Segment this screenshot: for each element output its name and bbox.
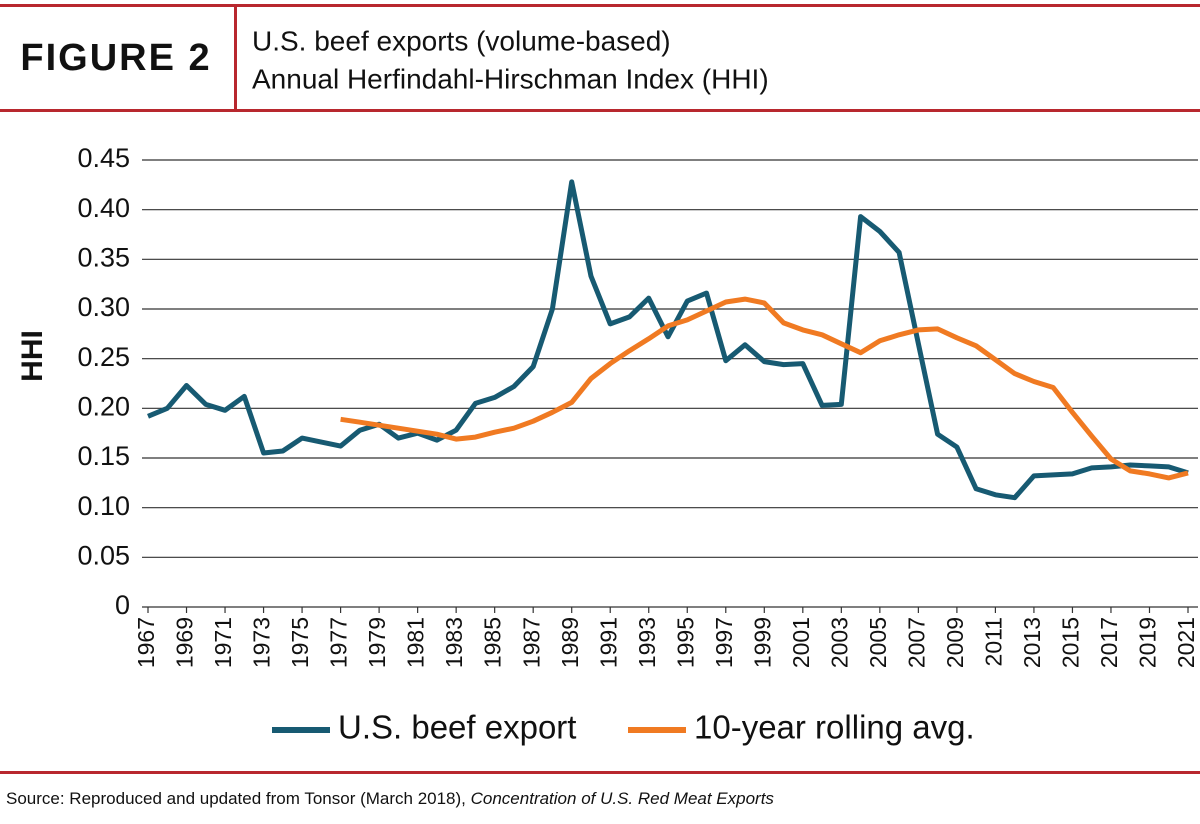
x-tick-label: 2003: [826, 617, 852, 668]
y-tick-label: 0.25: [77, 342, 130, 372]
x-tick-label: 1983: [441, 617, 467, 668]
y-tick-label: 0.20: [77, 391, 130, 421]
header-rule: [0, 109, 1200, 112]
y-tick-label: 0.15: [77, 441, 130, 471]
y-tick-label: 0.05: [77, 540, 130, 570]
x-tick-label: 1989: [557, 617, 583, 668]
x-tick-label: 1967: [133, 617, 159, 668]
x-tick-label: 1987: [518, 617, 544, 668]
x-tick-label: 1979: [364, 617, 390, 668]
x-tick-label: 2007: [903, 617, 929, 668]
x-tick-label: 2021: [1173, 617, 1199, 668]
source: Source: Reproduced and updated from Tons…: [6, 789, 774, 808]
data-line: [147, 179, 1189, 501]
x-tick-label: 1995: [672, 617, 698, 668]
y-tick-label: 0.40: [77, 193, 130, 223]
x-tick-label: 1997: [711, 617, 737, 668]
legend-label: U.S. beef export: [338, 709, 576, 746]
figure-label: FIGURE 2: [20, 37, 211, 79]
y-tick-label: 0: [115, 590, 130, 620]
legend-label: 10-year rolling avg.: [694, 709, 975, 746]
x-tick-label: 1993: [634, 617, 660, 668]
chart-title: U.S. beef exports (volume-based): [252, 25, 671, 56]
x-tick-label: 2009: [942, 617, 968, 668]
y-tick-label: 0.10: [77, 491, 130, 521]
source-text: Source: Reproduced and updated from Tons…: [6, 789, 471, 808]
source-title: Concentration of U.S. Red Meat Exports: [471, 789, 775, 808]
x-tick-label: 2017: [1096, 617, 1122, 668]
x-tick-label: 1985: [480, 617, 506, 668]
x-tick-label: 1999: [749, 617, 775, 668]
data-line: [340, 296, 1189, 481]
y-tick-label: 0.45: [77, 143, 130, 173]
x-tick-label: 2001: [788, 617, 814, 668]
x-tick-label: 2005: [865, 617, 891, 668]
x-tick-label: 2015: [1058, 617, 1084, 668]
x-tick-label: 1969: [172, 617, 198, 668]
x-tick-label: 1977: [326, 617, 352, 668]
x-tick-label: 1991: [595, 617, 621, 668]
x-tick-label: 1975: [287, 617, 313, 668]
footer-rule: [0, 771, 1200, 774]
header-divider: [234, 7, 237, 109]
y-tick-label: 0.35: [77, 242, 130, 272]
x-tick-label: 1981: [403, 617, 429, 668]
x-tick-label: 1973: [249, 617, 275, 668]
x-tick-label: 2019: [1135, 617, 1161, 668]
y-axis-label: HHI: [16, 330, 49, 382]
x-tick-label: 2013: [1019, 617, 1045, 668]
header-rule: [0, 4, 1200, 7]
y-tick-label: 0.30: [77, 292, 130, 322]
x-tick-label: 1971: [210, 617, 236, 668]
chart-title: Annual Herfindahl-Hirschman Index (HHI): [252, 63, 769, 94]
x-tick-label: 2011: [980, 617, 1006, 666]
